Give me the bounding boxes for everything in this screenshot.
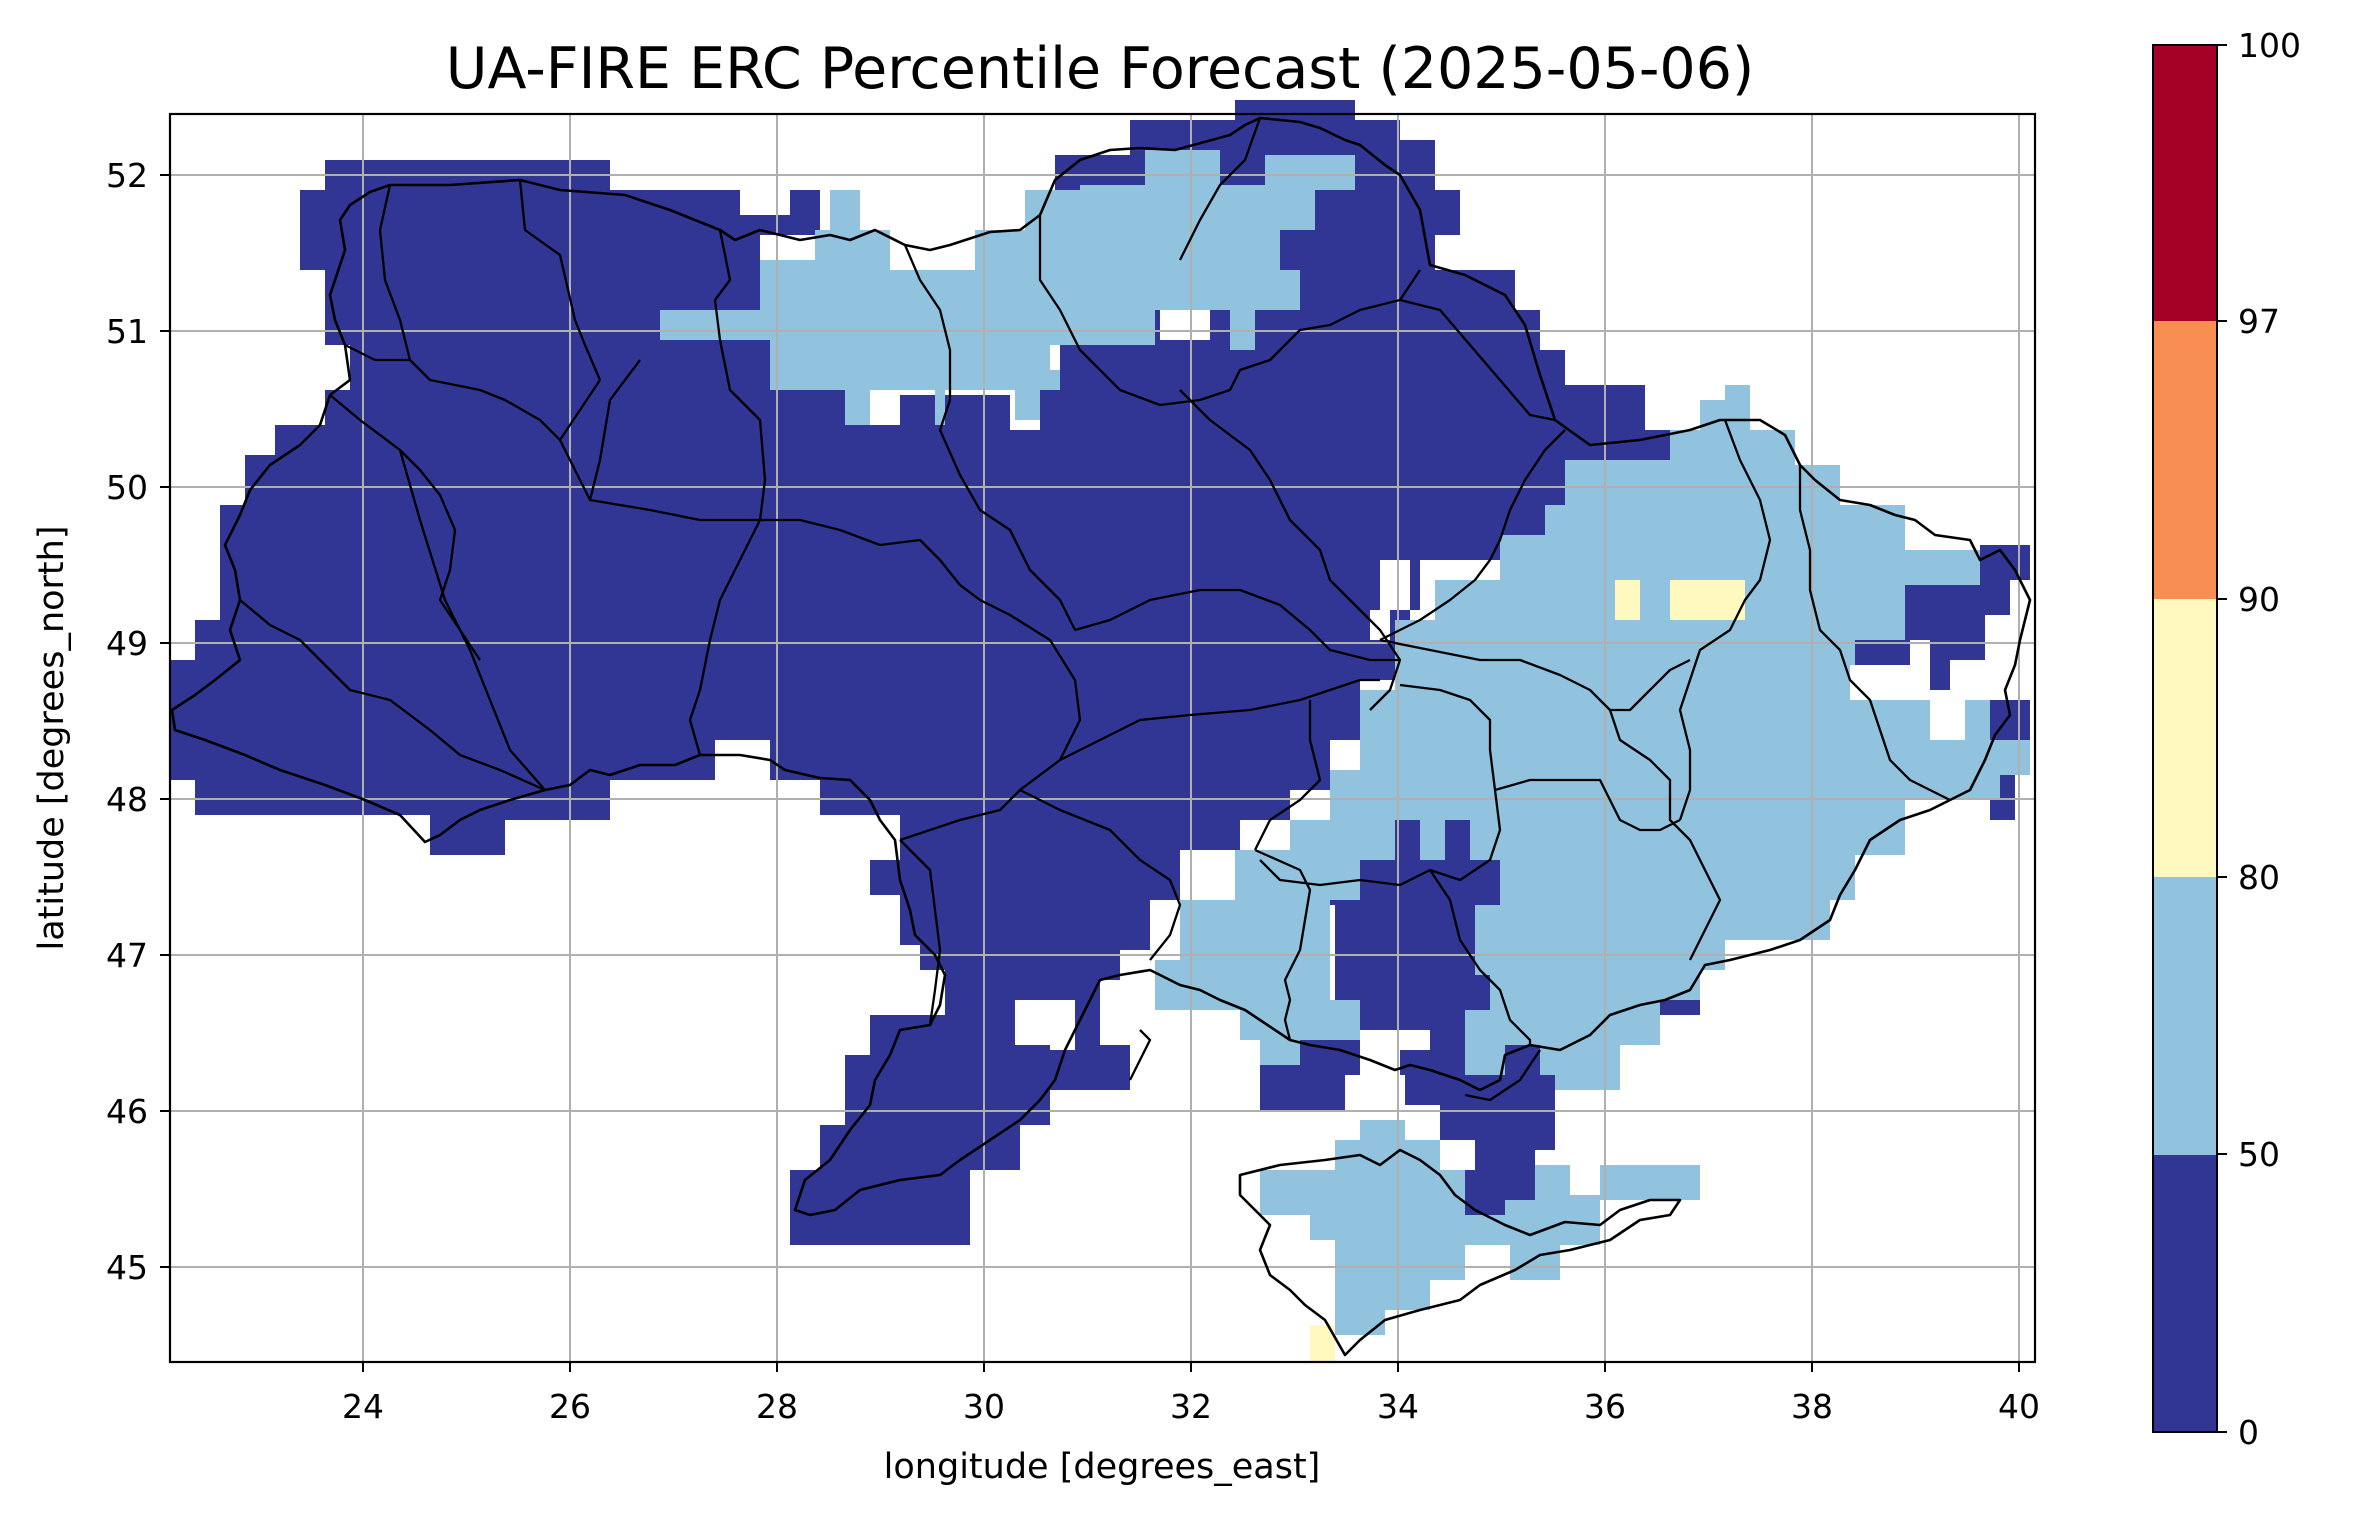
colorbar-tick-label: 100 [2238, 26, 2301, 65]
y-tick-label: 52 [106, 156, 148, 195]
grid [170, 114, 2035, 1362]
colorbar-bin-50-80 [2153, 877, 2217, 1155]
map-plot-area [168, 100, 2037, 1364]
borders [170, 116, 2032, 1357]
x-tick-label: 26 [549, 1387, 591, 1426]
x-tick-label: 36 [1584, 1387, 1626, 1426]
colorbar-tick-label: 0 [2238, 1413, 2259, 1452]
region-low-erc-far-east [1750, 545, 2030, 820]
country-border [170, 116, 2032, 1217]
x-tick-label: 28 [756, 1387, 798, 1426]
crimea-border [1238, 1148, 1682, 1357]
x-axis-label: longitude [degrees_east] [884, 1447, 1321, 1487]
colorbar-frame [2152, 44, 2218, 1433]
y-axis: 45 46 47 48 49 50 51 52 latitude [degree… [32, 156, 170, 1287]
colorbar-tick-label: 80 [2238, 858, 2280, 897]
chart-title: UA-FIRE ERC Percentile Forecast (2025-05… [446, 36, 1754, 102]
colorbar: 0 50 80 90 97 100 [2152, 26, 2301, 1452]
x-tick-label: 30 [963, 1387, 1005, 1426]
y-tick-label: 45 [106, 1248, 148, 1287]
x-axis: 24 26 28 30 32 34 36 38 40 longitude [de… [342, 1362, 2040, 1487]
y-tick-label: 49 [106, 624, 148, 663]
colorbar-tick-label: 97 [2238, 302, 2280, 341]
y-axis-label: latitude [degrees_north] [32, 526, 72, 951]
x-tick-label: 24 [342, 1387, 384, 1426]
colorbar-tick-label: 90 [2238, 580, 2280, 619]
colorbar-tick-label: 50 [2238, 1135, 2280, 1174]
y-tick-label: 46 [106, 1092, 148, 1131]
region-low-erc-west-center [170, 160, 1400, 1245]
y-tick-label: 51 [106, 312, 148, 351]
x-tick-label: 34 [1377, 1387, 1419, 1426]
region-mid-erc-southeast [1465, 860, 1700, 1075]
region-mid-erc-crimea [1260, 1120, 1700, 1335]
region-high-erc-kharkiv [1615, 580, 1745, 620]
plot-frame [168, 112, 2037, 1364]
y-tick-label: 48 [106, 780, 148, 819]
y-tick-label: 47 [106, 936, 148, 975]
colorbar-bin-97-100 [2153, 45, 2217, 321]
admin-borders [239, 117, 1951, 1045]
x-tick-label: 40 [1998, 1387, 2040, 1426]
region-high-erc-crimea-tip [1310, 1325, 1335, 1362]
region-mid-erc-north [660, 150, 1355, 425]
x-tick-label: 38 [1791, 1387, 1833, 1426]
y-tick-label: 50 [106, 468, 148, 507]
colorbar-bin-90-97 [2153, 321, 2217, 599]
azov-coast [1128, 1029, 1541, 1102]
colorbar-bin-80-90 [2153, 599, 2217, 877]
odesa-region-border [899, 839, 942, 1026]
x-tick-label: 32 [1170, 1387, 1212, 1426]
colorbar-bin-0-50 [2153, 1154, 2217, 1432]
